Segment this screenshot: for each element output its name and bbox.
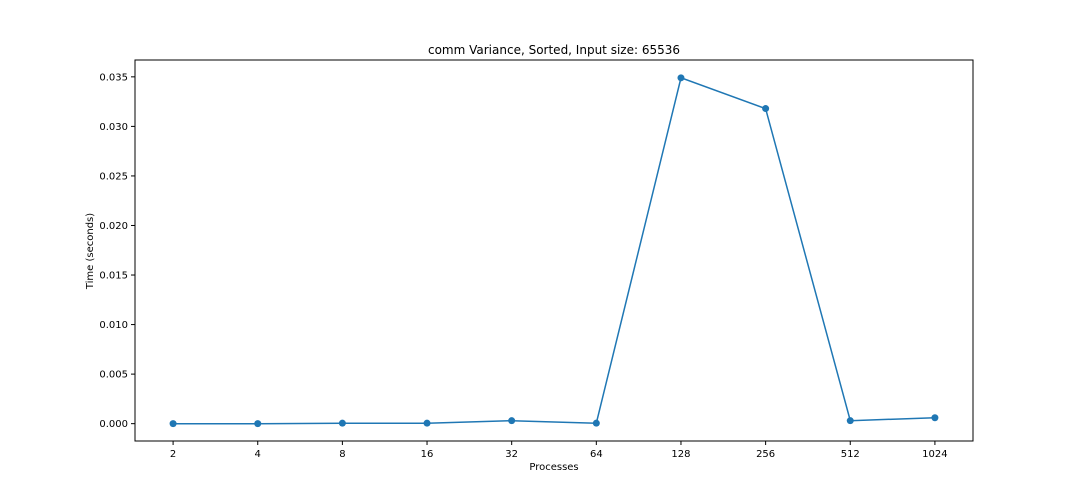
data-point	[423, 419, 431, 427]
x-tick-label: 4	[255, 449, 261, 460]
data-point	[338, 419, 346, 427]
y-tick-label: 0.020	[99, 221, 128, 232]
plot-area	[134, 59, 974, 442]
y-axis: 0.000 0.005 0.010 0.015 0.020 0.025 0.030 0.035	[99, 72, 135, 430]
data-point	[592, 419, 600, 427]
x-tick-label: 16	[421, 449, 434, 460]
x-tick-label: 2	[170, 449, 176, 460]
data-point	[762, 105, 770, 113]
x-tick-label: 512	[841, 449, 860, 460]
x-tick-label: 8	[339, 449, 345, 460]
data-point	[254, 420, 262, 428]
data-point	[931, 414, 939, 422]
y-tick-label: 0.005	[99, 370, 128, 381]
chart-title: comm Variance, Sorted, Input size: 65536	[428, 43, 680, 57]
y-tick-label: 0.000	[99, 419, 128, 430]
x-tick-label: 64	[590, 449, 603, 460]
data-point	[677, 74, 685, 82]
x-axis: 2 4 8 16 32 64 128 256 512 1024	[170, 441, 948, 460]
data-point	[508, 417, 516, 425]
data-point	[846, 417, 854, 425]
series-line	[169, 74, 939, 428]
y-axis-title: Time (seconds)	[85, 213, 96, 290]
x-tick-label: 32	[505, 449, 518, 460]
x-axis-title: Processes	[529, 462, 578, 473]
x-tick-label: 128	[671, 449, 690, 460]
x-tick-label: 256	[756, 449, 775, 460]
y-tick-label: 0.025	[99, 171, 128, 182]
data-point	[169, 420, 177, 428]
y-tick-label: 0.035	[99, 72, 128, 83]
y-tick-label: 0.015	[99, 271, 128, 282]
x-tick-label: 1024	[922, 449, 947, 460]
y-tick-label: 0.030	[99, 122, 128, 133]
y-tick-label: 0.010	[99, 320, 128, 331]
series-polyline	[173, 76, 935, 425]
